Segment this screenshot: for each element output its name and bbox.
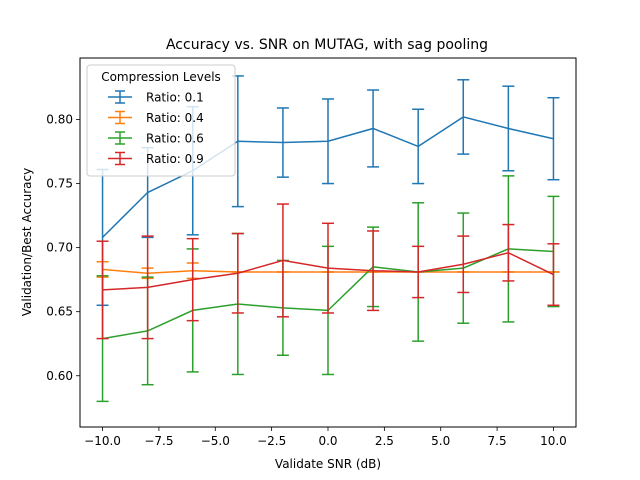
x-tick-label: 10.0 xyxy=(540,434,567,448)
x-tick-label: −7.5 xyxy=(144,434,173,448)
legend-item: Ratio: 0.9 xyxy=(108,151,204,166)
series-ratio-0-9 xyxy=(96,203,560,340)
x-axis: −10.0 −7.5 −5.0 −2.5 0.0 2.5 5.0 7.5 10.0 xyxy=(84,427,567,448)
legend-label: Ratio: 0.6 xyxy=(146,132,204,146)
y-tick-label: 0.80 xyxy=(46,113,73,127)
plot-area xyxy=(96,75,560,403)
legend-item: Ratio: 0.4 xyxy=(108,110,204,125)
x-tick-label: −2.5 xyxy=(257,434,286,448)
x-tick-label: 0.0 xyxy=(318,434,337,448)
y-axis-label: Validation/Best Accuracy xyxy=(20,168,34,316)
x-tick-label: 7.5 xyxy=(488,434,507,448)
y-tick-label: 0.75 xyxy=(46,177,73,191)
chart-title: Accuracy vs. SNR on MUTAG, with sag pool… xyxy=(166,37,488,53)
legend-label: Ratio: 0.4 xyxy=(146,111,204,125)
legend-label: Ratio: 0.1 xyxy=(146,91,204,105)
x-tick-label: 5.0 xyxy=(431,434,450,448)
y-axis: 0.60 0.65 0.70 0.75 0.80 xyxy=(46,113,80,383)
x-axis-label: Validate SNR (dB) xyxy=(275,457,381,471)
legend-label: Ratio: 0.9 xyxy=(146,152,204,166)
x-tick-label: −10.0 xyxy=(84,434,121,448)
x-tick-label: −5.0 xyxy=(201,434,230,448)
y-tick-label: 0.65 xyxy=(46,305,73,319)
legend-title: Compression Levels xyxy=(101,70,221,84)
legend-item: Ratio: 0.1 xyxy=(108,90,204,105)
y-tick-label: 0.60 xyxy=(46,369,73,383)
x-tick-label: 2.5 xyxy=(375,434,394,448)
axes-frame xyxy=(79,57,577,428)
legend-items: Ratio: 0.1 Ratio: 0.4 Ratio: 0.6 Ratio: 0.9 xyxy=(108,90,204,166)
legend-item: Ratio: 0.6 xyxy=(108,131,204,146)
legend-box xyxy=(86,64,236,177)
y-tick-label: 0.70 xyxy=(46,241,73,255)
